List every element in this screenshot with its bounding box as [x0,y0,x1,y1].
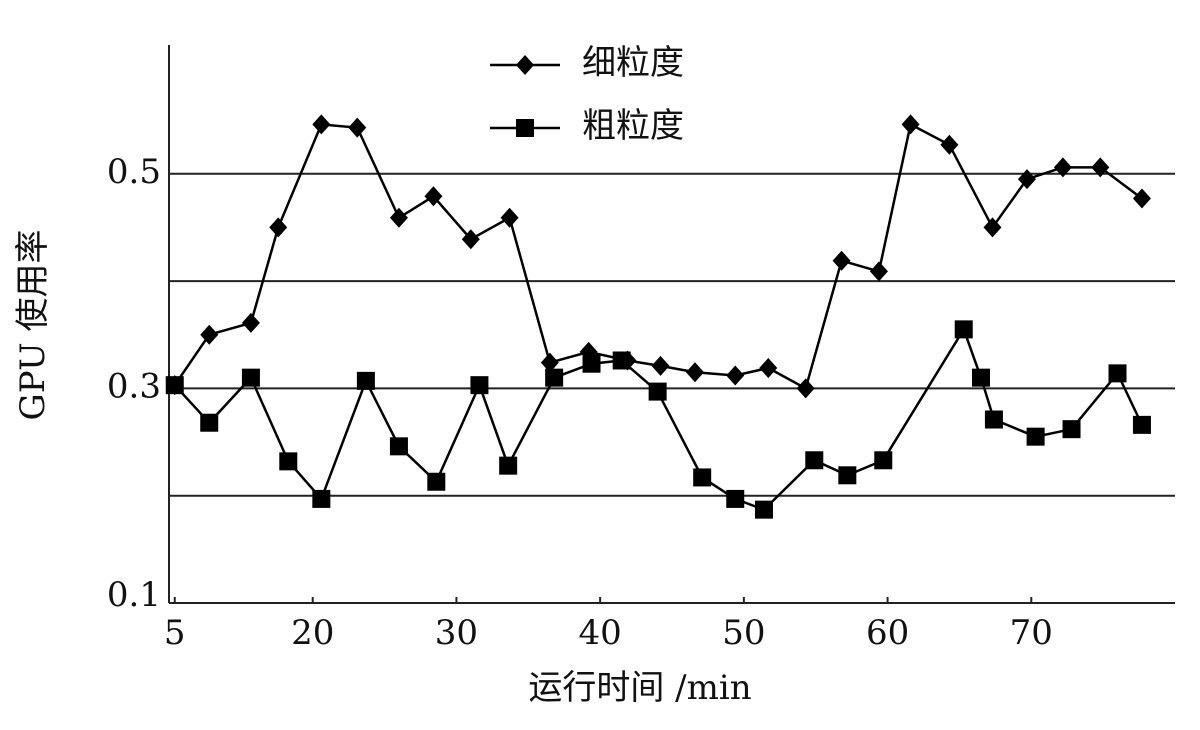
data-point [427,472,446,491]
data-point [796,378,815,399]
data-point [832,250,851,271]
x-tick-label: 70 [1010,613,1053,653]
data-point [612,351,631,370]
data-point [165,376,184,395]
data-point [940,134,959,155]
y-axis-label: GPU 使用率 [13,230,53,421]
data-point [693,468,712,487]
data-point [971,368,990,387]
data-point [540,352,559,373]
y-tick-label: 0.5 [107,152,161,192]
data-point [200,324,219,345]
x-tick-label: 5 [164,613,186,653]
data-point [582,354,601,373]
y-tick-label: 0.3 [107,366,161,406]
y-tick-label: 0.1 [107,575,161,615]
data-point [1132,188,1151,209]
data-point [1053,157,1072,178]
data-point [1091,157,1110,178]
legend-label: 粗粒度 [582,106,684,146]
data-point [869,261,888,282]
data-point [461,229,480,250]
data-point [874,451,893,470]
data-point [269,217,288,238]
data-point [200,413,219,432]
data-point [312,489,331,508]
data-point [954,320,973,339]
data-point [1132,415,1151,434]
data-point [1017,169,1036,190]
data-point [356,371,375,390]
data-point [348,117,367,138]
data-point [279,452,298,471]
data-point [389,437,408,456]
data-point [500,207,519,228]
x-tick-label: 30 [435,613,478,653]
data-point [241,368,260,387]
legend-marker [516,119,534,137]
data-point [241,312,260,333]
data-point [901,114,920,135]
data-point [389,207,408,228]
data-point [1108,364,1127,383]
data-point [726,365,745,386]
data-point [805,451,824,470]
data-point [312,114,331,135]
data-point [499,456,518,475]
data-point [1026,427,1045,446]
x-tick-label: 50 [722,613,765,653]
x-tick-label: 40 [579,613,622,653]
data-point [838,466,857,485]
legend-label: 细粒度 [582,43,684,83]
data-point [754,500,773,519]
data-point [984,410,1003,429]
x-tick-label: 20 [291,613,334,653]
legend-marker [516,55,534,75]
data-point [759,357,778,378]
data-point [648,382,667,401]
data-point [1062,420,1081,439]
data-point [983,217,1002,238]
data-point [470,376,489,395]
data-point [545,368,564,387]
data-point [685,362,704,383]
data-point [726,489,745,508]
data-point [651,355,670,376]
x-axis-label: 运行时间 /min [528,668,751,708]
x-tick-label: 60 [866,613,909,653]
data-point [424,186,443,207]
